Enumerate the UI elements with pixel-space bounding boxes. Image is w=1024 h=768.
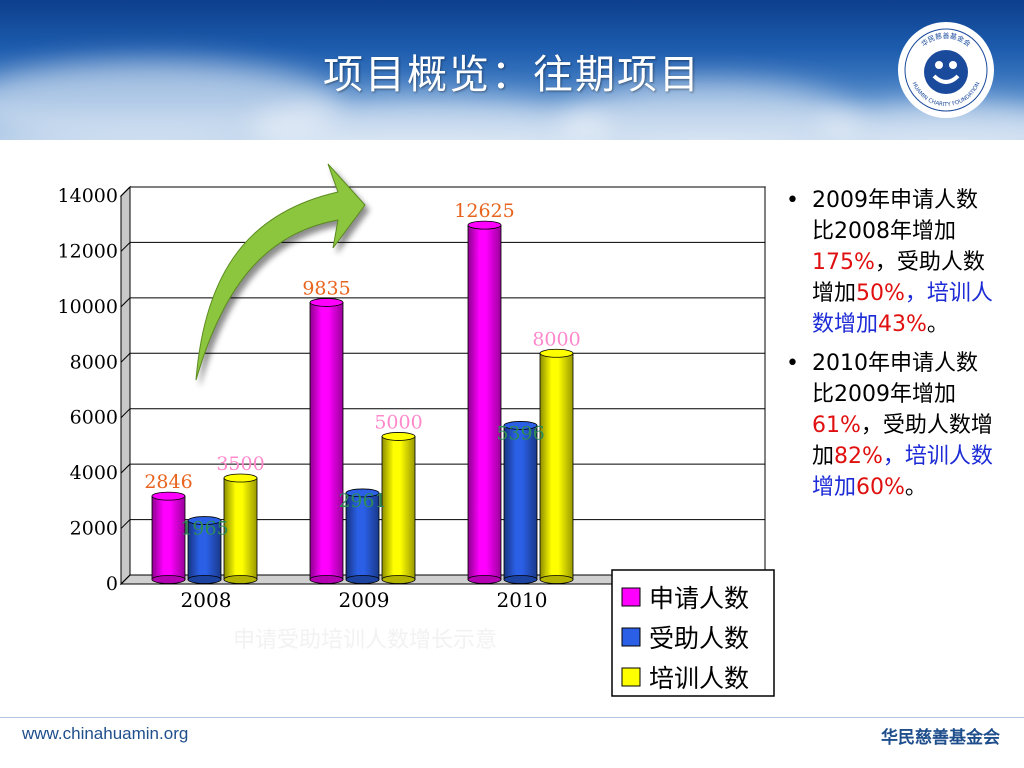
summary-bullets: • 2009年申请人数比2008年增加175%，受助人数增加50%，培训人数增加… [780,185,995,511]
bar-apply-2010 [467,224,502,580]
bar-train-2009 [381,436,416,580]
bar-aid-2008 [187,520,222,580]
bar-top-train-2008 [223,473,258,483]
bar-aid-2009 [345,492,380,580]
bar-base-train-2009 [381,575,416,584]
bar-aid-2010 [503,425,538,580]
legend-swatch-train [621,667,641,687]
data-label-train-2008: 3500 [216,453,264,475]
gridline-depth [120,297,131,308]
gridline-depth [120,352,131,363]
y-tick-label: 8000 [70,351,118,373]
bar-base-aid-2009 [345,575,380,584]
y-tick-label: 2000 [70,518,118,540]
legend-swatch-apply [621,587,641,607]
bar-apply-2009 [309,302,344,580]
bar-top-apply-2010 [467,220,502,230]
slide-title: 项目概览：往期项目 [323,52,701,98]
y-tick-label: 4000 [70,462,118,484]
bar-top-train-2009 [381,432,416,441]
gridline-depth [120,519,131,529]
chart-title: 申请受助培训人数增长示意 [233,628,497,653]
bullet-dot-icon: • [786,351,799,376]
footer-org-name: 华民慈善基金会 [881,728,1000,748]
y-tick-label: 6000 [70,407,118,429]
y-tick-label: 10000 [58,296,118,318]
data-label-apply-2008: 2846 [144,471,192,493]
gridline-depth [120,574,131,585]
legend-label-train: 培训人数 [649,664,749,693]
data-label-apply-2009: 9835 [302,277,350,299]
footer-divider [0,717,1024,718]
bullet-2009: • 2009年申请人数比2008年增加175%，受助人数增加50%，培训人数增加… [780,185,995,340]
bar-train-2008 [223,477,258,580]
apply-growth-2010: 61% [812,413,861,438]
bar-chart: 0 2000 4000 6000 8000 10000 12000 14000 2008 2009… [58,163,775,697]
growth-arrow-icon [195,163,366,381]
bar-apply-2008 [151,495,186,580]
legend-swatch-aid [621,627,641,647]
x-tick-label-2008: 2008 [181,588,232,612]
bar-train-2010 [539,352,574,580]
bar-top-aid-2009 [345,488,380,498]
bar-top-aid-2010 [503,421,538,430]
bar-base-train-2010 [539,575,574,584]
data-label-train-2010: 8000 [532,328,580,350]
legend-label-apply: 申请人数 [649,584,749,613]
bar-base-aid-2008 [187,575,222,584]
data-label-train-2009: 5000 [374,411,422,433]
x-tick-label-2010: 2010 [497,588,548,612]
gridline-depth [120,186,131,197]
data-label-aid-2010: 5396 [496,422,544,444]
slide-header: 项目概览：往期项目 华民慈善基金会 HUAMIN CHARITY FOUNDAT… [0,0,1024,140]
bar-base-apply-2009 [309,575,344,584]
foundation-logo: 华民慈善基金会 HUAMIN CHARITY FOUNDATION [898,22,994,118]
data-label-aid-2009: 2961 [338,490,386,512]
aid-growth-2010: 82% [834,444,883,469]
bar-top-apply-2008 [151,491,186,501]
data-labels: 2846 1965 3500 9835 2961 5000 12625 5396 8000 [144,200,580,539]
gridline-depth [120,408,131,419]
bar-base-train-2008 [223,575,258,584]
bullet-dot-icon: • [786,188,799,213]
bar-base-aid-2010 [503,575,538,584]
gridline-depth [120,463,131,474]
x-tick-label-2009: 2009 [339,588,390,612]
train-growth-2009: 43% [878,312,927,337]
bar-base-apply-2010 [467,575,502,584]
apply-growth-2009: 175% [812,250,875,275]
y-tick-label: 0 [106,573,118,595]
y-tick-label: 12000 [58,240,118,262]
bullet-2010: • 2010年申请人数比2009年增加61%，受助人数增加82%，培训人数增加6… [780,348,995,503]
data-label-aid-2008: 1965 [180,518,228,540]
footer-url: www.chinahuamin.org [22,724,189,743]
bar-top-apply-2009 [309,298,344,307]
legend-label-aid: 受助人数 [649,624,749,653]
y-tick-label: 14000 [58,185,118,207]
plot-area: 0 2000 4000 6000 8000 10000 12000 14000 2008 2009… [58,185,767,653]
bar-base-apply-2008 [151,575,186,584]
train-growth-2010: 60% [856,475,905,500]
gridline-depth [120,242,131,252]
aid-growth-2009: 50% [856,281,905,306]
data-label-apply-2010: 12625 [454,200,514,222]
bar-top-aid-2008 [187,516,222,525]
bar-top-train-2010 [539,348,574,358]
